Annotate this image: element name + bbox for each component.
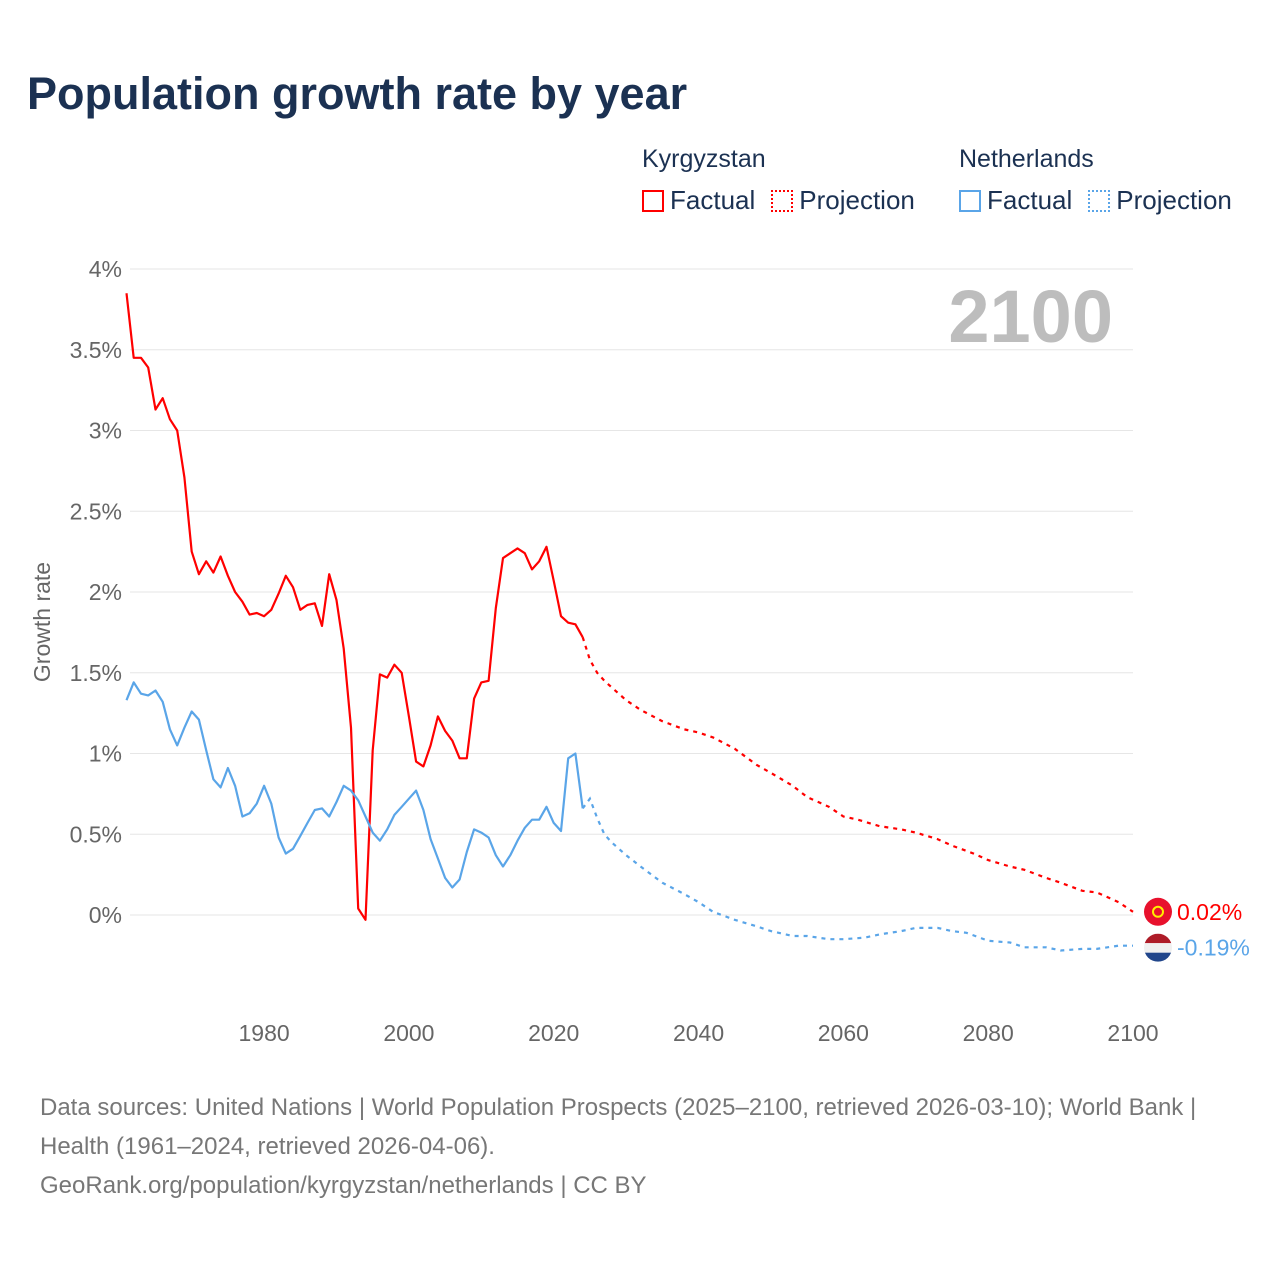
x-tick-label: 2040: [673, 1020, 724, 1046]
netherlands-end-label: -0.19%: [1177, 935, 1250, 961]
y-tick-label: 1%: [89, 741, 122, 767]
y-tick-label: 3.5%: [70, 337, 122, 363]
kyrgyzstan-end-label: 0.02%: [1177, 899, 1242, 925]
legend-group-kyrgyzstan: Kyrgyzstan: [642, 145, 766, 173]
legend-group-netherlands: Netherlands: [959, 145, 1094, 173]
chart-title: Population growth rate by year: [27, 68, 688, 119]
flag-stripe-white: [1144, 943, 1172, 953]
x-tick-label: 2060: [818, 1020, 869, 1046]
y-tick-label: 2.5%: [70, 498, 122, 524]
legend-netherlands-items: Factual Projection: [959, 185, 1248, 216]
y-tick-label: 1.5%: [70, 660, 122, 686]
legend-netherlands-factual[interactable]: Factual: [959, 185, 1072, 216]
netherlands-projection-line: [581, 796, 1133, 952]
legend-swatch-solid: [642, 189, 664, 212]
x-tick-label: 2100: [1107, 1020, 1158, 1046]
y-tick-label: 2%: [89, 579, 122, 605]
legend-label: Factual: [987, 185, 1073, 215]
y-axis-label: Growth rate: [29, 562, 55, 682]
y-tick-label: 0.5%: [70, 821, 122, 847]
legend-label: Factual: [670, 185, 756, 215]
plot-area: 0% 0.5% 1% 1.5% 2% 2.5% 3% 3.5% 4% 1980 2000 2020 20…: [29, 256, 1250, 1046]
year-overlay: 2100: [948, 275, 1113, 358]
legend-kyrgyzstan-items: Factual Projection: [642, 185, 931, 216]
legend-swatch-solid: [959, 189, 981, 212]
legend-swatch-dotted: [1088, 189, 1111, 212]
legend-kyrgyzstan-projection[interactable]: Projection: [771, 185, 915, 216]
x-tick-label: 2000: [383, 1020, 434, 1046]
y-tick-label: 3%: [89, 418, 122, 444]
kyrgyzstan-flag-sun-icon: [1152, 905, 1164, 918]
x-tick-label: 2080: [963, 1020, 1014, 1046]
footer: Data sources: United Nations | World Pop…: [40, 1088, 1240, 1205]
flag-stripe-blue: [1144, 952, 1172, 962]
y-tick-label: 4%: [89, 256, 122, 282]
netherlands-factual-line: [125, 681, 584, 889]
flag-stripe-red: [1144, 933, 1172, 944]
attribution-link[interactable]: GeoRank.org/population/kyrgyzstan/nether…: [40, 1172, 647, 1199]
x-tick-label: 2020: [528, 1020, 579, 1046]
y-tick-label: 0%: [89, 902, 122, 928]
legend-kyrgyzstan-factual[interactable]: Factual: [642, 185, 755, 216]
kyrgyzstan-factual-line: [125, 293, 584, 921]
legend-label: Projection: [799, 185, 915, 215]
kyrgyzstan-projection-line: [581, 636, 1134, 913]
netherlands-flag-icon: [1144, 933, 1172, 962]
legend-netherlands-projection[interactable]: Projection: [1088, 185, 1232, 216]
legend-label: Projection: [1116, 185, 1232, 215]
data-sources: Data sources: United Nations | World Pop…: [40, 1094, 1197, 1160]
legend-swatch-dotted: [771, 189, 794, 212]
x-tick-label: 1980: [238, 1020, 289, 1046]
kyrgyzstan-flag-icon: [1144, 897, 1172, 926]
